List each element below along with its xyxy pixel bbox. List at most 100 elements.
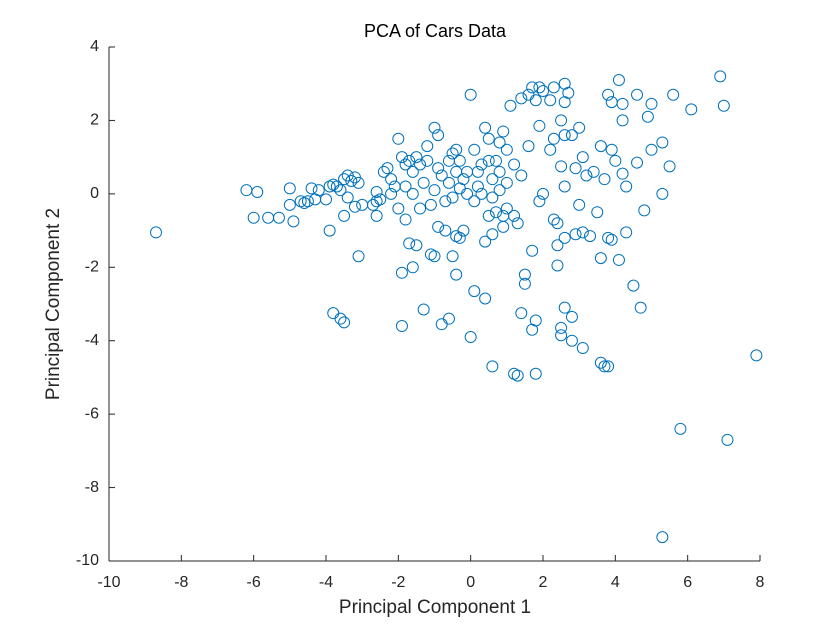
- point: [283, 198, 296, 211]
- point: [547, 81, 560, 94]
- x-tick-label: -6: [247, 574, 261, 591]
- point: [645, 143, 658, 156]
- point: [569, 162, 582, 175]
- point: [395, 266, 408, 279]
- point: [432, 220, 445, 233]
- point: [468, 143, 481, 156]
- point: [395, 151, 408, 164]
- point: [602, 88, 615, 101]
- point: [446, 250, 459, 263]
- point: [417, 303, 430, 316]
- point: [555, 160, 568, 173]
- point: [352, 176, 365, 189]
- point: [518, 277, 531, 290]
- point: [620, 180, 633, 193]
- point: [616, 114, 629, 127]
- point: [547, 213, 560, 226]
- point: [493, 184, 506, 197]
- point: [323, 224, 336, 237]
- point: [551, 239, 564, 252]
- point: [334, 184, 347, 197]
- point: [500, 176, 513, 189]
- point: [381, 162, 394, 175]
- chart-title: PCA of Cars Data: [364, 21, 507, 41]
- point: [627, 279, 640, 292]
- point: [479, 292, 492, 305]
- point: [392, 202, 405, 215]
- point: [450, 268, 463, 281]
- y-tick-label: -6: [85, 405, 99, 422]
- y-tick-label: -2: [85, 259, 99, 276]
- point: [338, 316, 351, 329]
- point: [533, 195, 546, 208]
- point: [475, 158, 488, 171]
- point: [352, 250, 365, 263]
- point: [471, 165, 484, 178]
- point: [714, 70, 727, 83]
- point: [576, 151, 589, 164]
- point: [399, 180, 412, 193]
- x-tick-label: -10: [97, 574, 120, 591]
- point: [392, 132, 405, 145]
- point: [605, 143, 618, 156]
- point: [645, 97, 658, 110]
- point: [529, 94, 542, 107]
- point: [493, 136, 506, 149]
- point: [511, 217, 524, 230]
- point: [406, 187, 419, 200]
- point: [464, 88, 477, 101]
- point: [576, 226, 589, 239]
- point: [638, 204, 651, 217]
- point: [442, 312, 455, 325]
- point: [631, 88, 644, 101]
- point: [573, 121, 586, 134]
- x-tick-label: -8: [174, 574, 188, 591]
- point: [508, 158, 521, 171]
- point: [544, 143, 557, 156]
- point: [641, 110, 654, 123]
- point: [406, 165, 419, 178]
- point: [497, 125, 510, 138]
- point: [500, 143, 513, 156]
- point: [453, 231, 466, 244]
- point: [533, 119, 546, 132]
- point: [486, 228, 499, 241]
- point: [594, 140, 607, 153]
- point: [446, 191, 459, 204]
- point: [565, 310, 578, 323]
- point: [468, 285, 481, 298]
- point: [631, 156, 644, 169]
- point: [399, 158, 412, 171]
- point: [432, 129, 445, 142]
- point: [399, 213, 412, 226]
- point: [537, 187, 549, 200]
- y-axis-label: Principal Component 2: [43, 208, 64, 400]
- point: [656, 531, 669, 544]
- point: [414, 202, 427, 215]
- point: [486, 173, 499, 186]
- point: [471, 180, 484, 193]
- point: [565, 334, 578, 347]
- point: [656, 136, 669, 149]
- point: [468, 195, 481, 208]
- point: [717, 99, 730, 112]
- point: [591, 206, 604, 219]
- point: [555, 329, 568, 342]
- point: [489, 154, 502, 167]
- point: [287, 215, 300, 228]
- x-axis-label: Principal Component 1: [339, 597, 531, 618]
- point: [594, 252, 607, 265]
- point: [442, 176, 455, 189]
- point: [421, 154, 434, 167]
- point: [558, 96, 571, 109]
- point: [555, 114, 568, 127]
- point: [500, 202, 513, 215]
- point: [435, 169, 448, 182]
- point: [406, 261, 419, 274]
- point: [555, 321, 568, 334]
- point: [576, 342, 589, 355]
- point: [385, 173, 398, 186]
- point: [551, 259, 564, 272]
